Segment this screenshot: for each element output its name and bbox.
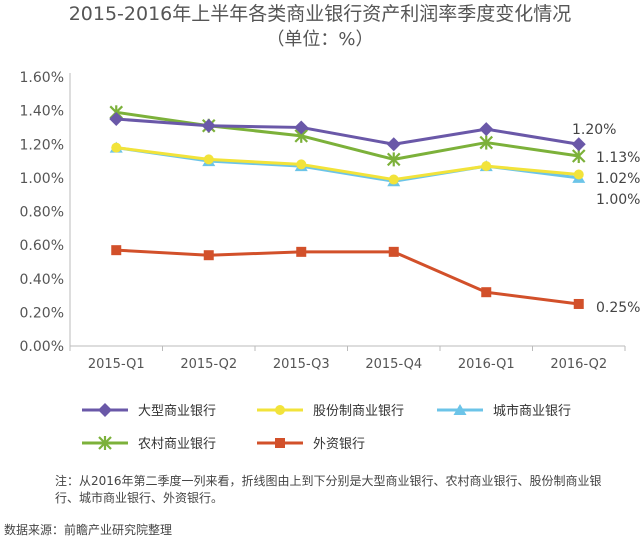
y-tick-label: 1.40% — [20, 104, 64, 120]
axes: 0.00% 0.20% 0.40% 0.60% 0.80% 1.00% 1.20% 1.40%… — [20, 70, 626, 372]
legend-label: 股份制商业银行 — [313, 404, 405, 419]
data-point — [111, 245, 122, 256]
data-point — [479, 135, 494, 150]
data-point — [201, 118, 216, 133]
series-line — [116, 146, 579, 182]
series-layer — [109, 105, 586, 309]
end-value-label: 1.00% — [596, 192, 640, 208]
data-point — [386, 152, 401, 167]
legend-marker — [98, 402, 112, 417]
series-line — [116, 248, 579, 306]
y-tick-label: 1.20% — [20, 137, 64, 153]
legend-swatch — [82, 402, 128, 417]
y-tick-label: 0.20% — [20, 305, 64, 321]
series-line — [116, 146, 579, 183]
footnote: 注：从2016年第二季度一列来看，折线图由上到下分别是大型商业银行、农村商业银行… — [55, 474, 602, 505]
legend-item: 大型商业银行 — [80, 400, 216, 419]
y-tick-label: 0.80% — [20, 205, 64, 221]
x-tick-label: 2015-Q2 — [180, 357, 237, 372]
data-point — [573, 169, 584, 180]
y-tick-label: 0.60% — [20, 238, 64, 254]
end-labels: 1.20% 1.02% 1.00% 1.13% 0.25% — [572, 122, 640, 316]
data-point — [571, 149, 586, 164]
data-point — [388, 174, 399, 185]
legend-label: 农村商业银行 — [138, 437, 217, 452]
data-point — [388, 246, 399, 257]
data-point — [111, 142, 122, 153]
legend-item: 股份制商业银行 — [255, 400, 404, 419]
data-point — [386, 137, 401, 152]
chart-subtitle: （单位：%） — [266, 29, 374, 50]
legend-swatch — [257, 404, 303, 415]
legend-item: 外资银行 — [255, 433, 365, 452]
chart-title: 2015-2016年上半年各类商业银行资产利润率季度变化情况 — [68, 3, 572, 25]
data-point — [481, 287, 492, 298]
data-point — [296, 159, 307, 170]
legend-swatch — [82, 435, 128, 450]
series-5 — [111, 245, 584, 309]
data-point — [296, 246, 307, 257]
x-tick-label: 2016-Q1 — [458, 357, 515, 372]
x-tick-label: 2015-Q3 — [273, 357, 330, 372]
line-chart: 0.00% 0.20% 0.40% 0.60% 0.80% 1.00% 1.20% 1.40%… — [20, 70, 640, 372]
data-point — [573, 298, 584, 309]
x-tick-label: 2015-Q4 — [365, 357, 422, 372]
series-1 — [109, 112, 586, 152]
legend-label: 大型商业银行 — [138, 404, 217, 419]
legend-marker — [275, 404, 285, 415]
y-tick-label: 1.00% — [20, 171, 64, 187]
legend-item: 农村商业银行 — [80, 433, 216, 452]
series-line — [116, 117, 579, 146]
y-tick-label: 1.60% — [20, 70, 64, 86]
data-point — [571, 137, 586, 152]
y-tick-label: 0.40% — [20, 272, 64, 288]
legend-label: 外资银行 — [313, 437, 366, 452]
legend-marker — [453, 403, 467, 415]
legend-marker — [275, 437, 285, 448]
end-value-label: 1.13% — [596, 150, 640, 166]
legend-item: 城市商业银行 — [435, 400, 571, 419]
data-point — [479, 122, 494, 137]
legend-swatch — [437, 403, 483, 415]
data-point — [294, 120, 309, 135]
legend-swatch — [257, 437, 303, 448]
end-value-label: 0.25% — [596, 300, 640, 316]
y-tick-label: 0.00% — [20, 339, 64, 355]
legend-label: 城市商业银行 — [493, 404, 572, 419]
x-tick-label: 2015-Q1 — [88, 357, 145, 372]
legend-marker — [98, 435, 112, 450]
series-2 — [111, 142, 584, 185]
end-value-label: 1.20% — [572, 122, 616, 138]
data-point — [203, 250, 214, 261]
end-value-label: 1.02% — [596, 171, 640, 187]
data-point — [203, 154, 214, 165]
data-point — [109, 112, 124, 127]
data-point — [481, 161, 492, 172]
source-text: 数据来源：前瞻产业研究院整理 — [4, 523, 173, 537]
x-tick-label: 2016-Q2 — [550, 357, 607, 372]
